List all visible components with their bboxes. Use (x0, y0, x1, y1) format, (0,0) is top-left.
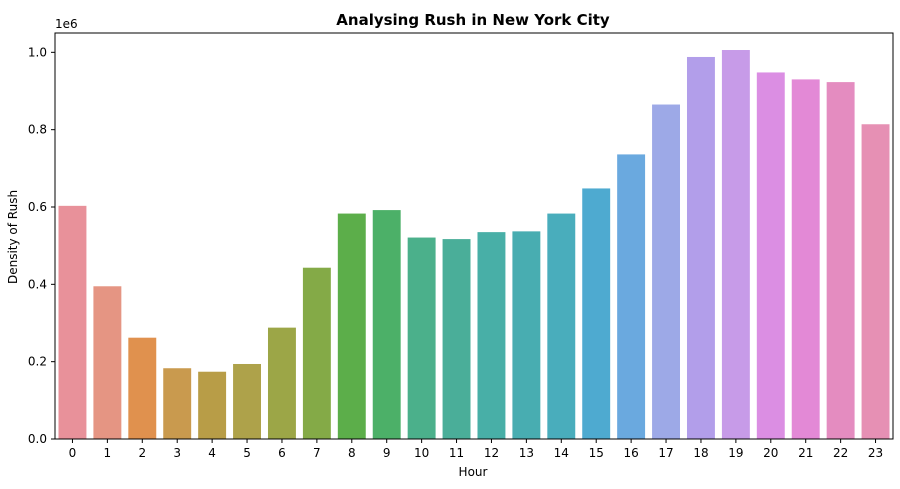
x-tick-label: 4 (208, 446, 216, 460)
bar-hour-16 (617, 154, 646, 439)
bar-hour-17 (652, 104, 680, 439)
bar-hour-1 (93, 286, 122, 439)
x-tick-label: 1 (104, 446, 112, 460)
y-tick-label: 0.8 (28, 123, 47, 137)
x-tick-label: 14 (554, 446, 569, 460)
bar-hour-20 (756, 72, 785, 439)
x-tick-label: 2 (138, 446, 146, 460)
y-tick-label: 0.0 (28, 432, 47, 446)
bar-hour-21 (791, 79, 820, 440)
bar-hour-6 (267, 327, 296, 439)
bar-hour-8 (337, 213, 366, 439)
bar-hour-9 (372, 210, 401, 439)
y-ticks-group: 0.0 0.2 0.4 0.6 0.8 1.0 (28, 45, 55, 446)
y-tick-label: 0.2 (28, 355, 47, 369)
bar-hour-7 (302, 267, 331, 439)
bar-hour-18 (686, 56, 715, 439)
bar-hour-11 (442, 239, 471, 439)
bar-hour-5 (233, 363, 261, 439)
x-ticks-group: 0 1 2 3 4 5 6 7 8 9 10 11 12 13 14 15 16 17 18 19 20 21 22 23 (69, 439, 883, 460)
x-tick-label: 16 (623, 446, 638, 460)
bar-hour-4 (198, 371, 227, 439)
bars-group (58, 50, 890, 440)
x-tick-label: 11 (449, 446, 464, 460)
bar-hour-15 (582, 188, 611, 439)
bar-hour-23 (861, 124, 890, 439)
x-tick-label: 21 (798, 446, 813, 460)
x-tick-label: 12 (484, 446, 499, 460)
bar-hour-14 (547, 213, 576, 439)
x-tick-label: 8 (348, 446, 356, 460)
x-tick-label: 5 (243, 446, 251, 460)
bar-hour-10 (407, 237, 436, 439)
bar-hour-0 (58, 205, 87, 439)
x-tick-label: 3 (173, 446, 181, 460)
x-tick-label: 23 (868, 446, 883, 460)
x-tick-label: 13 (519, 446, 534, 460)
y-tick-label: 1.0 (28, 45, 47, 59)
x-tick-label: 17 (658, 446, 673, 460)
x-tick-label: 20 (763, 446, 778, 460)
x-tick-label: 9 (383, 446, 391, 460)
x-axis-label: Hour (459, 465, 488, 479)
bar-hour-22 (826, 82, 855, 440)
x-tick-label: 6 (278, 446, 286, 460)
x-tick-label: 15 (589, 446, 604, 460)
y-tick-label: 0.6 (28, 200, 47, 214)
bar-hour-13 (512, 231, 541, 439)
chart-title: Analysing Rush in New York City (336, 11, 610, 29)
plot-frame (54, 32, 894, 440)
y-axis-label: Density of Rush (6, 190, 20, 284)
x-tick-label: 7 (313, 446, 321, 460)
x-tick-label: 10 (414, 446, 429, 460)
x-tick-label: 22 (833, 446, 848, 460)
x-tick-label: 19 (728, 446, 743, 460)
y-axis-offset-label: 1e6 (55, 17, 78, 31)
bar-hour-3 (163, 368, 192, 439)
x-tick-label: 0 (69, 446, 77, 460)
bar-hour-2 (128, 337, 157, 439)
bar-hour-19 (721, 50, 750, 439)
bar-hour-12 (477, 232, 506, 439)
y-tick-label: 0.4 (28, 277, 47, 291)
x-tick-label: 18 (693, 446, 708, 460)
